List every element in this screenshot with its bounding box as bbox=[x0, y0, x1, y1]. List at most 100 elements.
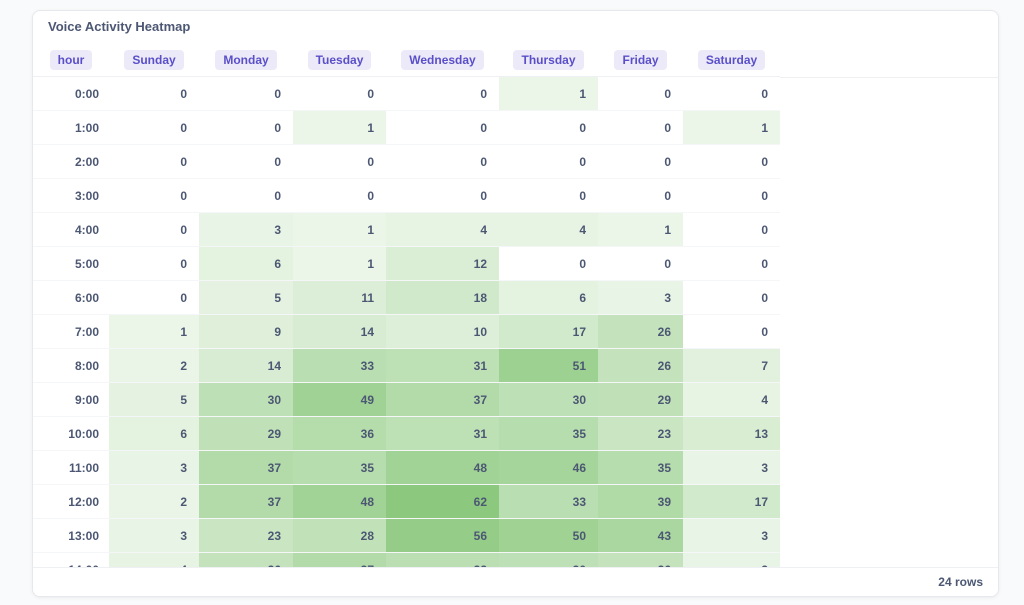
heat-cell: 0 bbox=[109, 280, 199, 315]
heat-cell: 39 bbox=[598, 484, 683, 519]
heat-cell: 31 bbox=[386, 348, 499, 383]
heat-cell: 1 bbox=[109, 314, 199, 349]
heat-cell: 6 bbox=[199, 246, 293, 281]
hour-cell: 5:00 bbox=[33, 246, 109, 281]
heat-cell: 48 bbox=[293, 484, 386, 519]
heat-cell: 11 bbox=[293, 280, 386, 315]
heat-cell: 0 bbox=[386, 110, 499, 145]
table-row: 1:00 0 0 1 0 0 0 1 bbox=[33, 110, 780, 145]
column-header-thursday[interactable]: Thursday bbox=[499, 44, 598, 77]
table-row: 4:00 0 3 1 4 4 1 0 bbox=[33, 212, 780, 247]
heat-cell: 43 bbox=[598, 518, 683, 553]
heat-cell: 1 bbox=[293, 246, 386, 281]
column-header-saturday[interactable]: Saturday bbox=[683, 44, 780, 77]
column-header-tuesday[interactable]: Tuesday bbox=[293, 44, 386, 77]
heat-cell: 0 bbox=[293, 76, 386, 111]
heat-cell: 37 bbox=[386, 382, 499, 417]
heat-cell: 1 bbox=[499, 76, 598, 111]
table-row: 8:00 2 14 33 31 51 26 7 bbox=[33, 348, 780, 383]
heat-cell: 50 bbox=[499, 518, 598, 553]
heat-cell: 62 bbox=[386, 484, 499, 519]
heat-cell: 0 bbox=[109, 144, 199, 179]
hour-cell: 3:00 bbox=[33, 178, 109, 213]
heat-cell: 0 bbox=[499, 178, 598, 213]
heat-cell: 3 bbox=[598, 280, 683, 315]
heat-cell: 3 bbox=[683, 518, 780, 553]
heat-cell: 30 bbox=[199, 382, 293, 417]
column-header-monday[interactable]: Monday bbox=[199, 44, 293, 77]
heat-cell: 0 bbox=[598, 178, 683, 213]
heat-cell: 37 bbox=[199, 484, 293, 519]
table-row: 10:00 6 29 36 31 35 23 13 bbox=[33, 416, 780, 451]
heat-cell: 14 bbox=[293, 314, 386, 349]
heat-cell: 4 bbox=[683, 382, 780, 417]
column-header-label: Wednesday bbox=[401, 50, 484, 70]
heat-cell: 4 bbox=[386, 212, 499, 247]
hour-cell: 10:00 bbox=[33, 416, 109, 451]
heat-cell: 3 bbox=[109, 518, 199, 553]
column-header-hour[interactable]: hour bbox=[33, 44, 109, 77]
heat-cell: 26 bbox=[598, 314, 683, 349]
heatmap-table: hour Sunday Monday Tuesday Wednesday Thursday… bbox=[33, 44, 780, 587]
header-row: hour Sunday Monday Tuesday Wednesday Thursday… bbox=[33, 44, 780, 77]
heat-cell: 23 bbox=[199, 518, 293, 553]
table-row: 11:00 3 37 35 48 46 35 3 bbox=[33, 450, 780, 485]
table-row: 9:00 5 30 49 37 30 29 4 bbox=[33, 382, 780, 417]
heat-cell: 17 bbox=[683, 484, 780, 519]
heat-cell: 0 bbox=[499, 246, 598, 281]
column-header-label: Monday bbox=[215, 50, 277, 70]
heat-cell: 0 bbox=[109, 110, 199, 145]
heat-cell: 35 bbox=[499, 416, 598, 451]
heat-cell: 0 bbox=[109, 246, 199, 281]
heat-cell: 5 bbox=[109, 382, 199, 417]
heat-cell: 0 bbox=[683, 212, 780, 247]
hour-cell: 0:00 bbox=[33, 76, 109, 111]
heat-cell: 0 bbox=[683, 246, 780, 281]
heat-cell: 49 bbox=[293, 382, 386, 417]
hour-cell: 6:00 bbox=[33, 280, 109, 315]
heat-cell: 7 bbox=[683, 348, 780, 383]
heat-cell: 35 bbox=[293, 450, 386, 485]
table-row: 3:00 0 0 0 0 0 0 0 bbox=[33, 178, 780, 213]
heat-cell: 0 bbox=[109, 178, 199, 213]
heat-cell: 1 bbox=[293, 110, 386, 145]
heat-cell: 0 bbox=[386, 76, 499, 111]
column-header-label: Friday bbox=[614, 50, 667, 70]
heat-cell: 0 bbox=[386, 144, 499, 179]
heat-cell: 1 bbox=[293, 212, 386, 247]
heat-cell: 0 bbox=[683, 76, 780, 111]
heat-cell: 36 bbox=[293, 416, 386, 451]
column-header-wednesday[interactable]: Wednesday bbox=[386, 44, 499, 77]
heat-cell: 33 bbox=[499, 484, 598, 519]
column-header-sunday[interactable]: Sunday bbox=[109, 44, 199, 77]
heat-cell: 0 bbox=[683, 280, 780, 315]
table-row: 12:00 2 37 48 62 33 39 17 bbox=[33, 484, 780, 519]
hour-cell: 8:00 bbox=[33, 348, 109, 383]
heat-cell: 4 bbox=[499, 212, 598, 247]
heat-cell: 1 bbox=[598, 212, 683, 247]
heat-cell: 0 bbox=[598, 144, 683, 179]
heat-cell: 2 bbox=[109, 348, 199, 383]
heat-cell: 0 bbox=[199, 110, 293, 145]
heat-cell: 2 bbox=[109, 484, 199, 519]
heat-cell: 0 bbox=[109, 212, 199, 247]
hour-cell: 4:00 bbox=[33, 212, 109, 247]
heat-cell: 0 bbox=[499, 144, 598, 179]
heat-cell: 0 bbox=[683, 314, 780, 349]
hour-cell: 1:00 bbox=[33, 110, 109, 145]
table-row: 0:00 0 0 0 0 1 0 0 bbox=[33, 76, 780, 111]
heat-cell: 33 bbox=[293, 348, 386, 383]
hour-cell: 12:00 bbox=[33, 484, 109, 519]
table-row: 6:00 0 5 11 18 6 3 0 bbox=[33, 280, 780, 315]
heat-cell: 35 bbox=[598, 450, 683, 485]
hour-cell: 11:00 bbox=[33, 450, 109, 485]
heat-cell: 51 bbox=[499, 348, 598, 383]
heat-cell: 6 bbox=[499, 280, 598, 315]
heat-cell: 48 bbox=[386, 450, 499, 485]
table-row: 5:00 0 6 1 12 0 0 0 bbox=[33, 246, 780, 281]
heat-cell: 0 bbox=[199, 76, 293, 111]
header-rule bbox=[780, 44, 998, 78]
heat-cell: 31 bbox=[386, 416, 499, 451]
heat-cell: 0 bbox=[386, 178, 499, 213]
column-header-friday[interactable]: Friday bbox=[598, 44, 683, 77]
